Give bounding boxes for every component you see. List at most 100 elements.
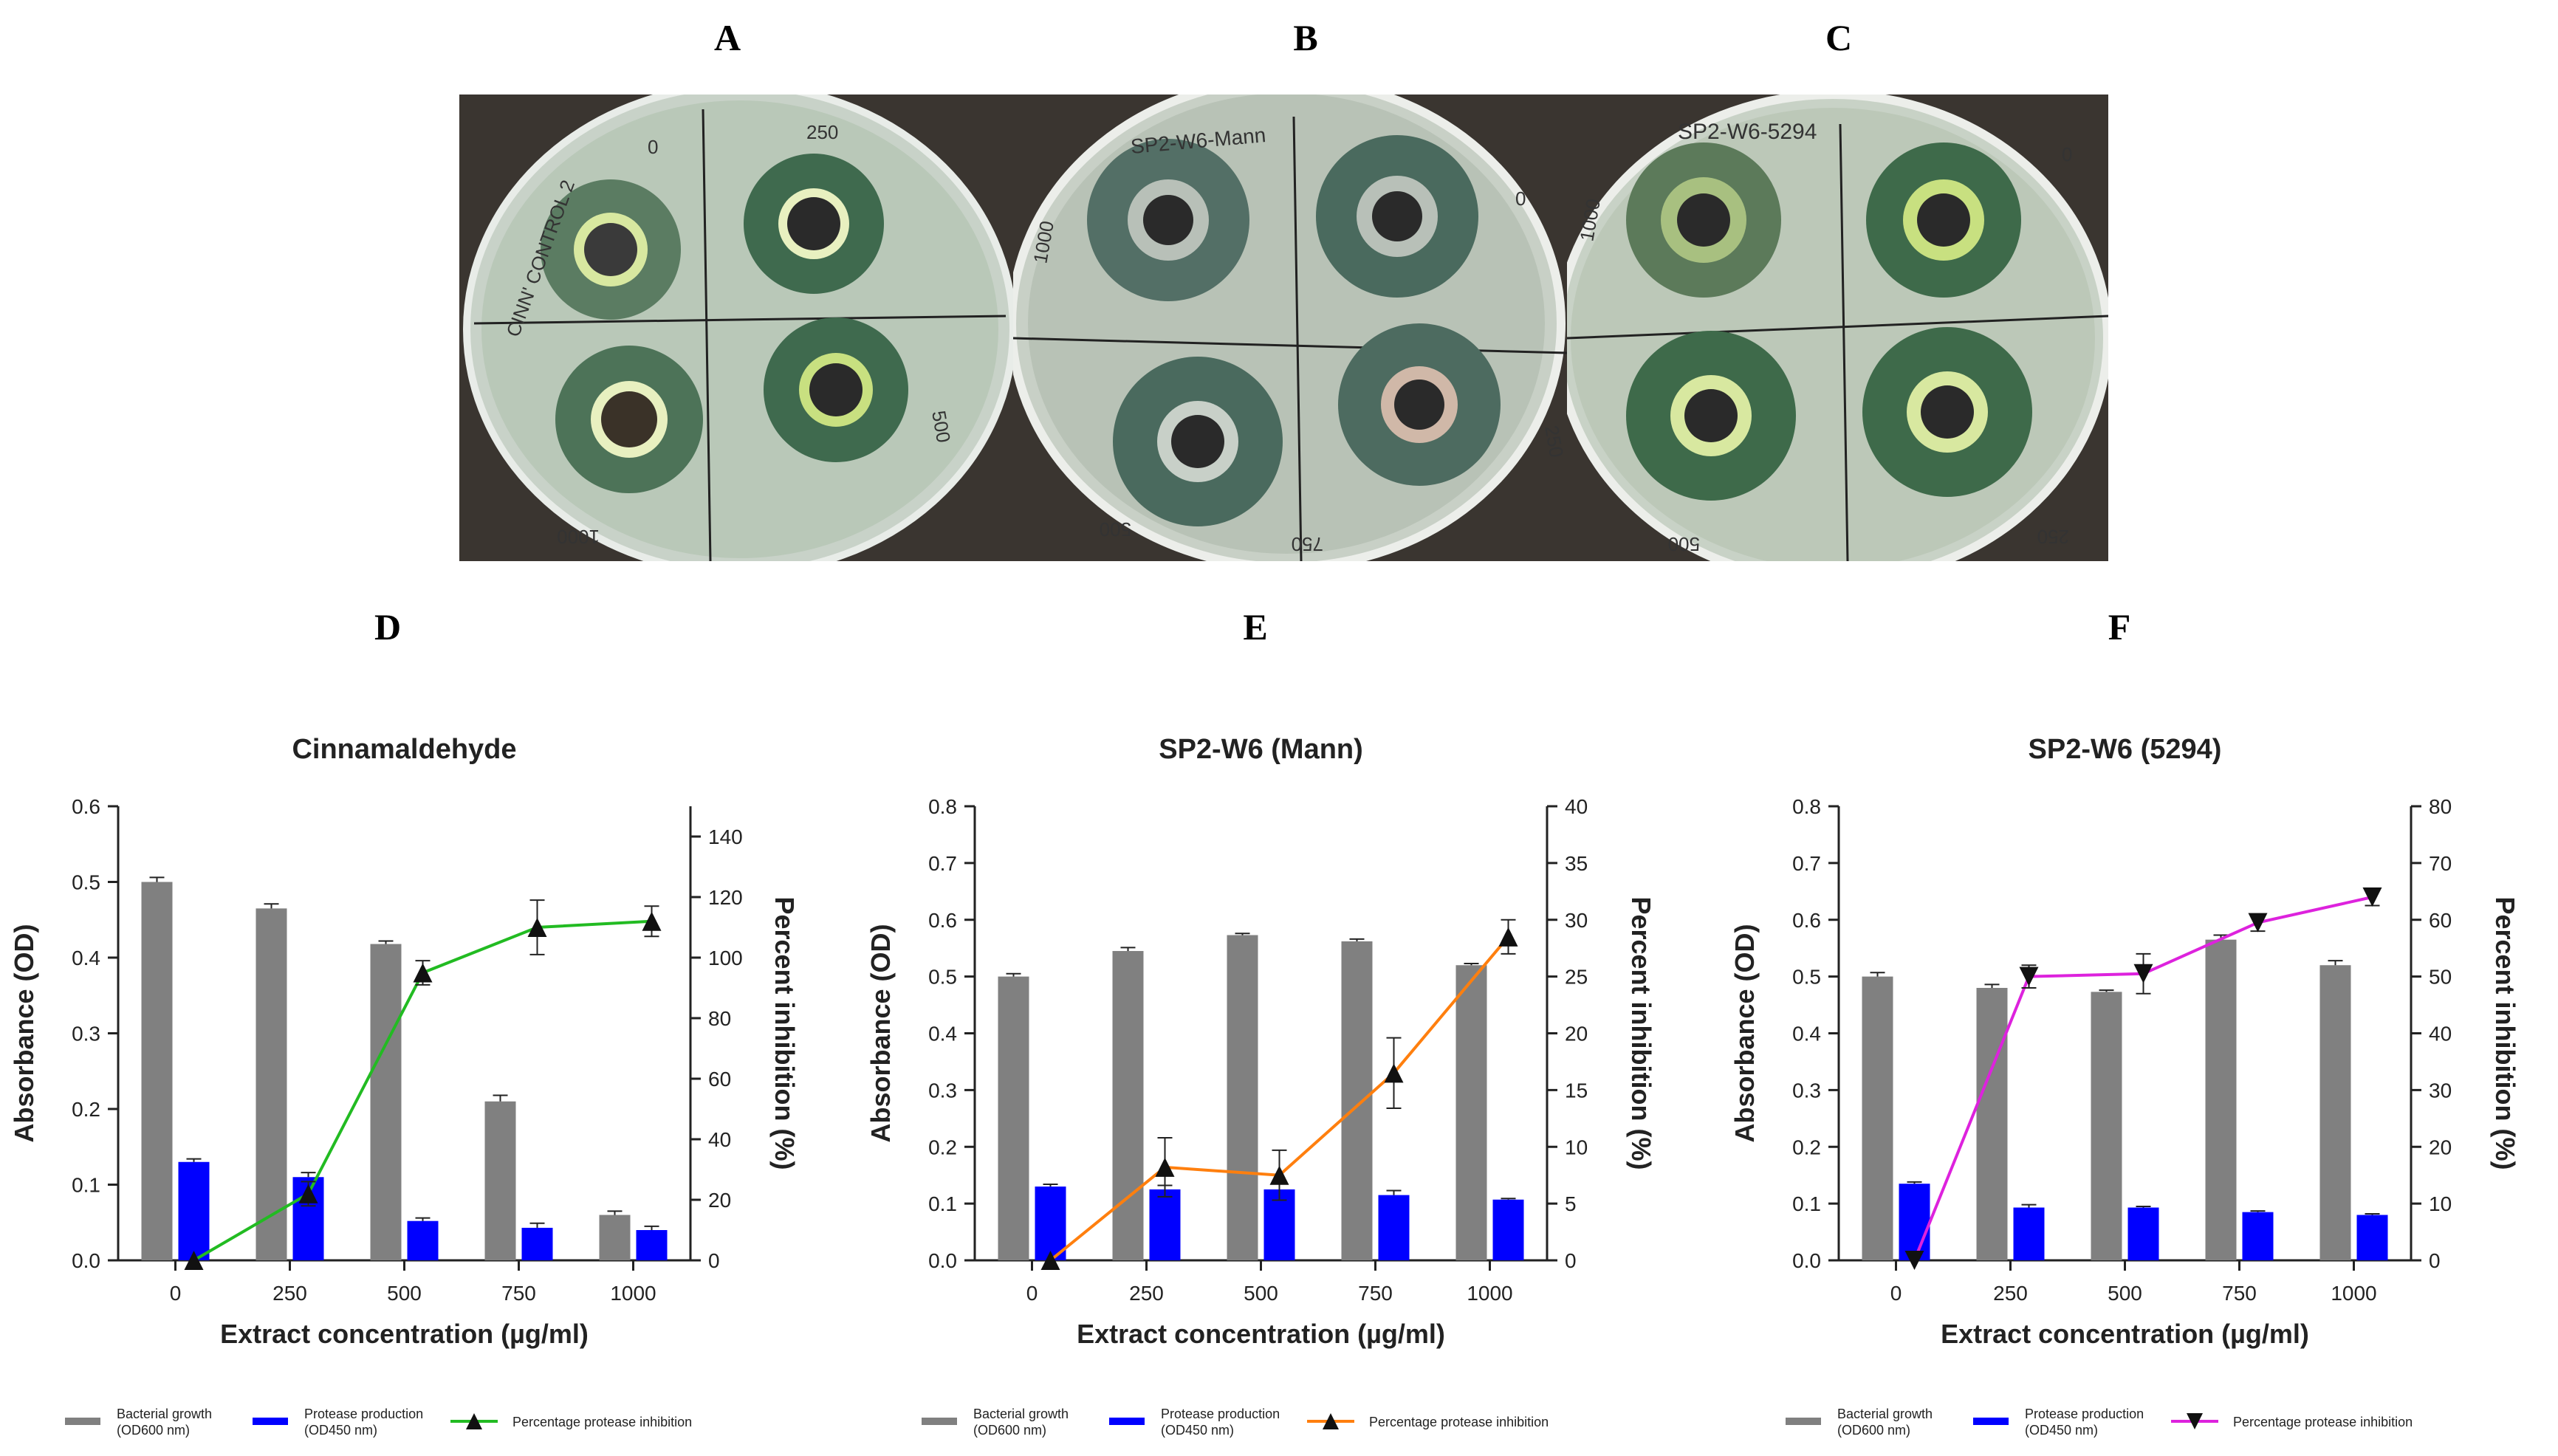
protease-bar (2242, 1212, 2274, 1260)
plate-photo-b: SP2-W6-Mann 1000 0 500 250 750 (1013, 95, 1567, 561)
inhibition-marker (413, 963, 433, 983)
inhibition-line (1913, 896, 2373, 1261)
legend-label-growth: Bacterial growth (1837, 1407, 1933, 1421)
y-tick-label: 0.0 (72, 1249, 100, 1272)
x-tick-label: 250 (1129, 1282, 1164, 1305)
inhibition-line (193, 919, 652, 1262)
x-tick-label: 250 (1993, 1282, 2028, 1305)
inhibition-marker (2019, 966, 2039, 986)
protease-bar (292, 1177, 324, 1260)
y-tick-label: 0.4 (928, 1023, 957, 1045)
inhibition-marker (1904, 1251, 1924, 1270)
plate-c-label-500: 500 (1668, 533, 1700, 555)
zone-a-1 (541, 179, 681, 320)
y-tick-label: 0.5 (928, 966, 957, 989)
x-axis-label: Extract concentration (µg/ml) (220, 1319, 589, 1349)
y-axis-label: Absorbance (OD) (865, 924, 896, 1142)
growth-bar (599, 1215, 631, 1260)
inhibition-marker (2133, 964, 2153, 983)
plate-c-label-250: 250 (2037, 526, 2069, 548)
growth-bar (2205, 939, 2237, 1260)
y2-tick-label: 10 (1565, 1136, 1588, 1158)
legend-label-inhibition: Percentage protease inhibition (1369, 1415, 1549, 1429)
growth-bar (998, 976, 1029, 1260)
zone-c-1 (1626, 142, 1781, 298)
y-tick-label: 0.6 (72, 795, 100, 818)
growth-bar (1976, 988, 2008, 1260)
zone-b-3 (1113, 357, 1283, 526)
y2-tick-label: 20 (2429, 1136, 2452, 1158)
plate-a-label-1000: 1000 (557, 526, 600, 548)
legend-sub-growth: (OD600 nm) (117, 1423, 190, 1438)
legend-label-protease: Protease production (2025, 1407, 2144, 1421)
plate-a-graphic: CINN' CONTROL 2 0 250 500 1000 (459, 95, 1013, 561)
y-axis-label: Absorbance (OD) (1729, 924, 1760, 1142)
y-tick-label: 0.6 (1792, 909, 1821, 932)
y2-tick-label: 40 (708, 1128, 731, 1151)
x-tick-label: 500 (1244, 1282, 1278, 1305)
protease-bar (636, 1230, 668, 1260)
growth-bar (1112, 951, 1144, 1260)
plate-a-label-0: 0 (648, 136, 658, 158)
zone-c-3 (1626, 331, 1796, 501)
panel-letter-f: F (2108, 606, 2131, 648)
x-tick-label: 1000 (1467, 1282, 1512, 1305)
x-tick-label: 0 (1890, 1282, 1902, 1305)
y2-tick-label: 60 (2429, 909, 2452, 932)
inhibition-marker (298, 1184, 318, 1203)
plate-a-label-250: 250 (806, 121, 838, 143)
y-tick-label: 0.3 (72, 1023, 100, 1045)
x-tick-label: 0 (170, 1282, 182, 1305)
y-tick-label: 0.6 (928, 909, 957, 932)
y2-tick-label: 30 (2429, 1079, 2452, 1102)
x-tick-label: 750 (1358, 1282, 1393, 1305)
inhibition-marker (184, 1251, 204, 1270)
inhibition-marker (2248, 913, 2268, 933)
legend-sub-protease: (OD450 nm) (2025, 1423, 2098, 1438)
y2-tick-label: 15 (1565, 1079, 1588, 1102)
y2-tick-label: 70 (2429, 852, 2452, 875)
growth-bar (1862, 976, 1893, 1260)
inhibition-marker (527, 918, 547, 937)
y-tick-label: 0.7 (928, 852, 957, 875)
protease-bar (407, 1220, 439, 1260)
inhibition-marker (1155, 1157, 1175, 1177)
legend-sub-protease: (OD450 nm) (304, 1423, 377, 1438)
protease-bar (1035, 1187, 1066, 1260)
chart-title: SP2-W6 (Mann) (1159, 734, 1363, 765)
zone-b-4 (1338, 323, 1501, 486)
y2-tick-label: 60 (708, 1068, 731, 1091)
y2-tick-label: 120 (708, 886, 743, 909)
x-tick-label: 750 (501, 1282, 536, 1305)
plate-c-label-title: SP2-W6-5294 (1678, 120, 1817, 144)
plate-b-label-500: 500 (1100, 518, 1131, 540)
y-tick-label: 0.5 (72, 871, 100, 894)
y-axis-label: Absorbance (OD) (9, 924, 39, 1142)
x-axis-label: Extract concentration (µg/ml) (1077, 1319, 1445, 1349)
inhibition-marker (1498, 927, 1518, 947)
y-tick-label: 0.1 (72, 1174, 100, 1197)
y2-tick-label: 20 (1565, 1023, 1588, 1045)
growth-bar (1455, 965, 1487, 1260)
growth-bar (1227, 935, 1258, 1260)
legend-label-protease: Protease production (304, 1407, 423, 1421)
legend-label-growth: Bacterial growth (973, 1407, 1069, 1421)
legend-label-growth: Bacterial growth (117, 1407, 212, 1421)
y-tick-label: 0.4 (72, 947, 100, 969)
protease-bar (1378, 1195, 1410, 1260)
y2-tick-label: 30 (1565, 909, 1588, 932)
y-tick-label: 0.3 (928, 1079, 957, 1102)
y2-axis-label: Percent inhibition (%) (2490, 896, 2520, 1170)
protease-bar (2013, 1207, 2045, 1260)
x-tick-label: 1000 (2331, 1282, 2376, 1305)
growth-bar (1341, 941, 1373, 1260)
legend-marker-inhibition (2187, 1413, 2203, 1429)
plate-photo-a: CINN' CONTROL 2 0 250 500 1000 (459, 95, 1013, 561)
y-tick-label: 0.1 (928, 1192, 957, 1215)
y2-tick-label: 0 (708, 1249, 720, 1272)
y2-tick-label: 0 (1565, 1249, 1577, 1272)
y2-tick-label: 80 (708, 1007, 731, 1030)
y2-tick-label: 140 (708, 825, 743, 848)
legend-sub-growth: (OD600 nm) (973, 1423, 1046, 1438)
inhibition-marker (642, 911, 662, 931)
